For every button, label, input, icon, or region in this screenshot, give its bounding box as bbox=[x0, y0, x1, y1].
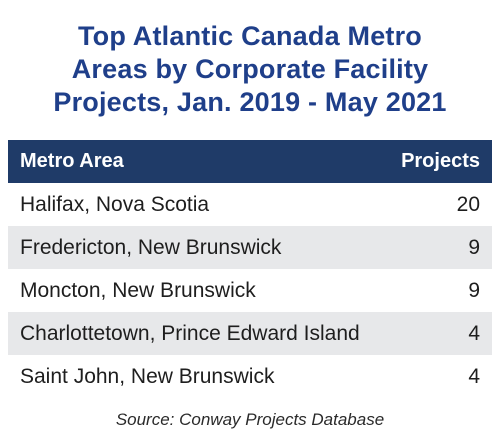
projects-cell: 9 bbox=[468, 278, 480, 302]
data-table: Metro Area Projects Halifax, Nova Scotia… bbox=[8, 140, 492, 398]
title-line-3: Projects, Jan. 2019 - May 2021 bbox=[53, 87, 447, 117]
column-header-metro-area: Metro Area bbox=[20, 150, 124, 172]
metro-area-cell: Halifax, Nova Scotia bbox=[20, 192, 210, 216]
table-row: Halifax, Nova Scotia 20 bbox=[8, 183, 492, 226]
table-row: Saint John, New Brunswick 4 bbox=[8, 355, 492, 398]
chart-title: Top Atlantic Canada Metro Areas by Corpo… bbox=[0, 20, 500, 119]
projects-cell: 20 bbox=[456, 192, 480, 216]
table-header-row: Metro Area Projects bbox=[8, 140, 492, 183]
table-row: Fredericton, New Brunswick 9 bbox=[8, 226, 492, 269]
metro-area-cell: Fredericton, New Brunswick bbox=[8, 226, 368, 269]
source-note: Source: Conway Projects Database bbox=[115, 410, 385, 429]
projects-cell: 4 bbox=[368, 312, 492, 355]
projects-cell: 4 bbox=[468, 364, 480, 388]
title-line-1: Top Atlantic Canada Metro bbox=[77, 21, 423, 51]
metro-area-cell: Moncton, New Brunswick bbox=[20, 278, 256, 302]
table-row: Charlottetown, Prince Edward Island 4 bbox=[8, 312, 492, 355]
table-row: Moncton, New Brunswick 9 bbox=[8, 269, 492, 312]
column-header-projects: Projects bbox=[401, 150, 480, 172]
title-line-2: Areas by Corporate Facility bbox=[71, 54, 429, 84]
metro-area-cell: Charlottetown, Prince Edward Island bbox=[8, 312, 368, 355]
projects-cell: 9 bbox=[368, 226, 492, 269]
metro-area-cell: Saint John, New Brunswick bbox=[20, 364, 275, 388]
